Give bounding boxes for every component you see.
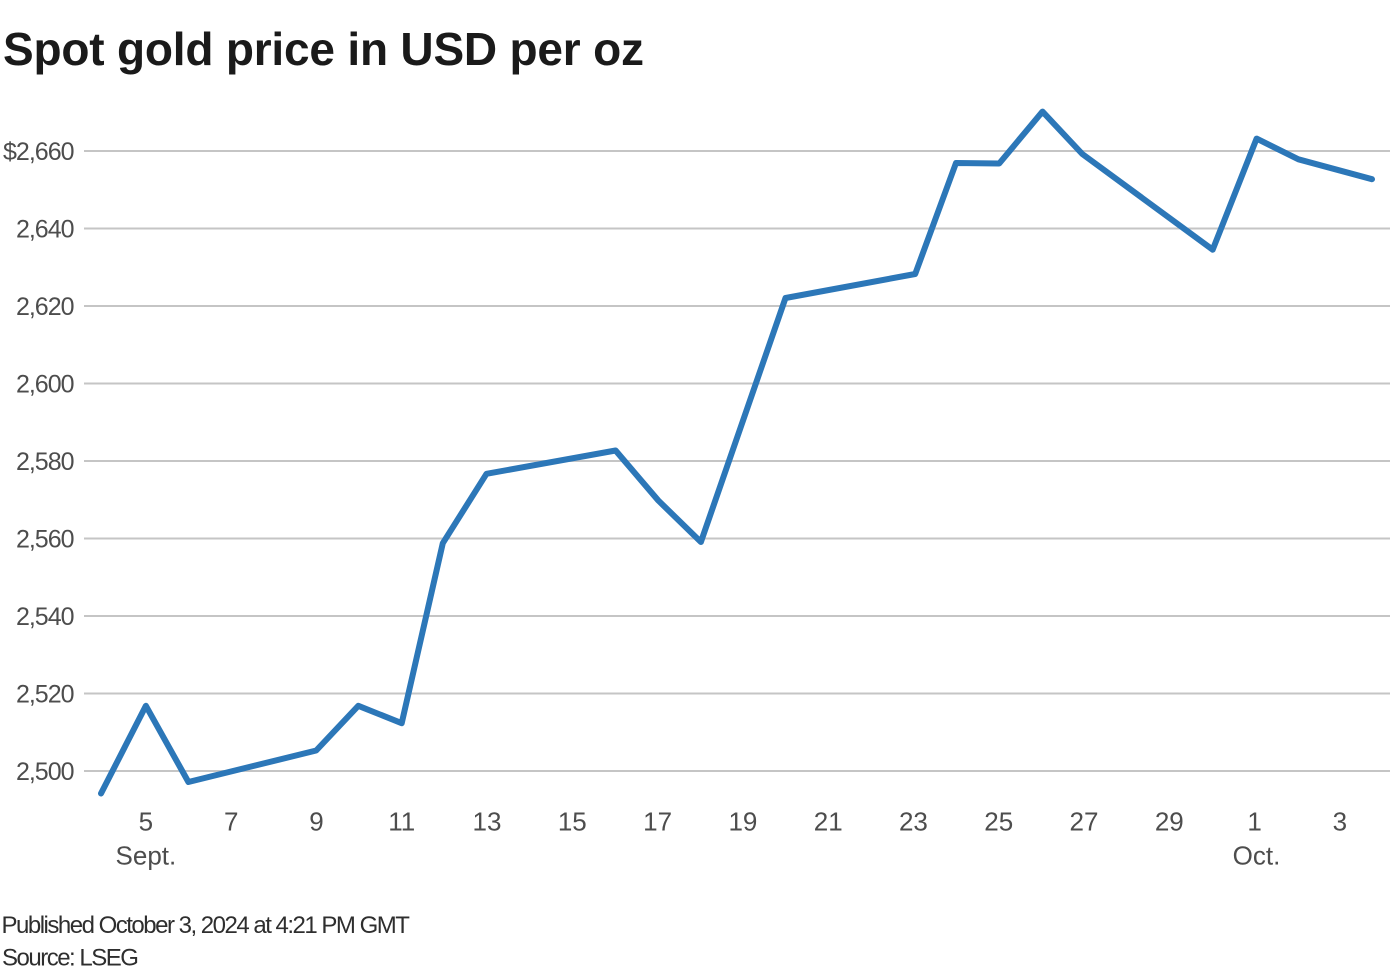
svg-text:21: 21 [814, 807, 843, 837]
svg-text:29: 29 [1155, 807, 1184, 837]
svg-text:2,580: 2,580 [16, 448, 74, 476]
svg-text:27: 27 [1070, 807, 1099, 837]
svg-text:Source: LSEG: Source: LSEG [2, 945, 137, 972]
svg-text:2,600: 2,600 [16, 370, 74, 398]
svg-text:2,500: 2,500 [16, 758, 74, 786]
svg-text:Published October 3, 2024 at 4: Published October 3, 2024 at 4:21 PM GMT [2, 912, 411, 939]
svg-text:19: 19 [728, 807, 757, 837]
svg-text:$2,660: $2,660 [3, 138, 74, 166]
svg-text:17: 17 [643, 807, 672, 837]
svg-text:2,540: 2,540 [16, 603, 74, 631]
svg-text:2,560: 2,560 [16, 525, 74, 553]
svg-text:Spot gold price in USD per oz: Spot gold price in USD per oz [3, 23, 644, 75]
svg-text:13: 13 [473, 807, 502, 837]
svg-text:25: 25 [984, 807, 1013, 837]
svg-text:3: 3 [1333, 807, 1347, 837]
svg-text:15: 15 [558, 807, 587, 837]
svg-text:2,640: 2,640 [16, 215, 74, 243]
svg-text:1: 1 [1247, 807, 1261, 837]
svg-text:2,520: 2,520 [16, 680, 74, 708]
svg-text:Sept.: Sept. [116, 841, 177, 871]
svg-text:5: 5 [139, 807, 153, 837]
svg-text:11: 11 [388, 807, 415, 837]
svg-text:2,620: 2,620 [16, 293, 74, 321]
svg-text:Oct.: Oct. [1233, 841, 1281, 871]
svg-text:23: 23 [899, 807, 928, 837]
svg-text:7: 7 [224, 807, 238, 837]
svg-text:9: 9 [309, 807, 323, 837]
